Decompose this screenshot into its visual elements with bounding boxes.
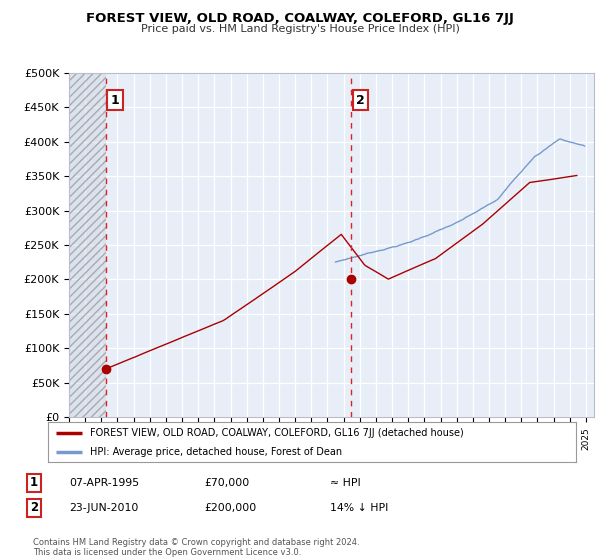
Text: HPI: Average price, detached house, Forest of Dean: HPI: Average price, detached house, Fore… <box>90 447 343 457</box>
Text: 2: 2 <box>30 501 38 515</box>
Text: ≈ HPI: ≈ HPI <box>330 478 361 488</box>
Bar <box>69 73 106 417</box>
Text: FOREST VIEW, OLD ROAD, COALWAY, COLEFORD, GL16 7JJ: FOREST VIEW, OLD ROAD, COALWAY, COLEFORD… <box>86 12 514 25</box>
Text: 1: 1 <box>30 476 38 489</box>
Text: £70,000: £70,000 <box>204 478 249 488</box>
Text: 07-APR-1995: 07-APR-1995 <box>69 478 139 488</box>
Text: Price paid vs. HM Land Registry's House Price Index (HPI): Price paid vs. HM Land Registry's House … <box>140 24 460 34</box>
Text: 2: 2 <box>356 94 365 107</box>
Text: £200,000: £200,000 <box>204 503 256 513</box>
Text: 23-JUN-2010: 23-JUN-2010 <box>69 503 139 513</box>
Text: 1: 1 <box>110 94 119 107</box>
Text: FOREST VIEW, OLD ROAD, COALWAY, COLEFORD, GL16 7JJ (detached house): FOREST VIEW, OLD ROAD, COALWAY, COLEFORD… <box>90 428 464 437</box>
Text: 14% ↓ HPI: 14% ↓ HPI <box>330 503 388 513</box>
Text: Contains HM Land Registry data © Crown copyright and database right 2024.
This d: Contains HM Land Registry data © Crown c… <box>33 538 359 557</box>
Bar <box>69 73 106 417</box>
